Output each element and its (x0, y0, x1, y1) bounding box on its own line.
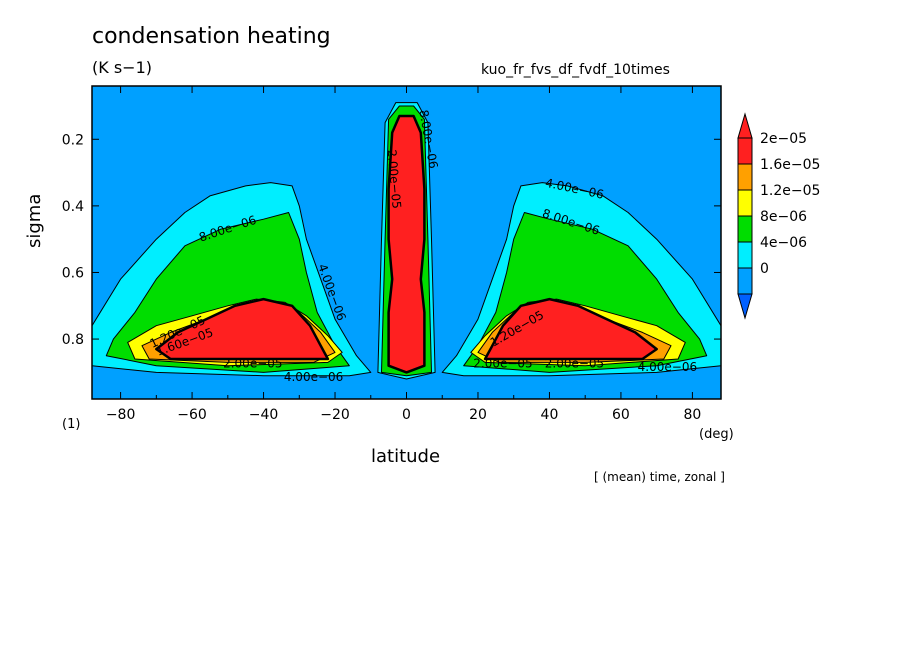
colorbar-band (737, 189, 753, 217)
contour-label: 4.00e−06 (638, 360, 697, 374)
colorbar-label: 1.6e−05 (760, 157, 820, 173)
x-tick-label: 20 (469, 407, 487, 423)
x-tick-label: 0 (402, 407, 411, 423)
y-tick-label: 0.4 (62, 199, 84, 215)
contour-region-c20 (483, 297, 658, 361)
x-tick-label: 40 (541, 407, 559, 423)
x-tick-label: −20 (320, 407, 350, 423)
colorbar: 2e−05 1.6e−05 1.2e−05 8e−06 4e−06 0 (737, 112, 820, 320)
x-tick-label: −60 (177, 407, 207, 423)
x-axis-label: latitude (371, 446, 441, 467)
colorbar-label: 8e−06 (760, 209, 807, 225)
contour-label: 2.00e−05 (473, 357, 532, 371)
x-tick-label: −80 (106, 407, 136, 423)
contour-region-c20 (387, 114, 426, 374)
colorbar-band (737, 241, 753, 269)
panel-index: (1) (62, 417, 81, 432)
contour-region-c20 (155, 297, 330, 361)
averaging-note: [ (mean) time, zonal ] (594, 470, 725, 484)
contour-labels: 8.00e−064.00e−061.20e−051.60e−052.00e−05… (148, 109, 697, 384)
x-tick-label: 80 (683, 407, 701, 423)
colorbar-label: 2e−05 (760, 131, 807, 147)
run-name: kuo_fr_fvs_df_fvdf_10times (481, 62, 670, 78)
chart-title: condensation heating (92, 24, 331, 49)
colorbar-band (737, 137, 753, 165)
colorbar-band (737, 267, 753, 295)
contour-label: 4.00e−06 (284, 370, 343, 384)
colorbar-bottom-arrow (737, 293, 753, 320)
colorbar-label: 0 (760, 261, 769, 277)
colorbar-label: 4e−06 (760, 235, 807, 251)
colorbar-top-arrow (737, 112, 753, 139)
y-axis: 0.2 0.4 0.6 0.8 (62, 132, 721, 348)
x-tick-label: −40 (249, 407, 279, 423)
contour-label: 2.00e−05 (385, 149, 404, 209)
x-tick-label: 60 (612, 407, 630, 423)
contour-label: 2.00e−05 (223, 357, 282, 371)
y-tick-label: 0.2 (62, 132, 84, 148)
y-tick-label: 0.6 (62, 265, 84, 281)
units-label: (K s−1) (92, 58, 152, 77)
colorbar-band (737, 215, 753, 243)
x-axis: −80 −60 −40 −20 0 20 40 60 80 (106, 86, 701, 423)
filled-contours (92, 102, 721, 380)
x-unit-label: (deg) (699, 427, 734, 442)
colorbar-band (737, 163, 753, 191)
colorbar-label: 1.2e−05 (760, 183, 820, 199)
y-tick-label: 0.8 (62, 332, 84, 348)
contour-label: 2.00e−05 (545, 357, 604, 371)
